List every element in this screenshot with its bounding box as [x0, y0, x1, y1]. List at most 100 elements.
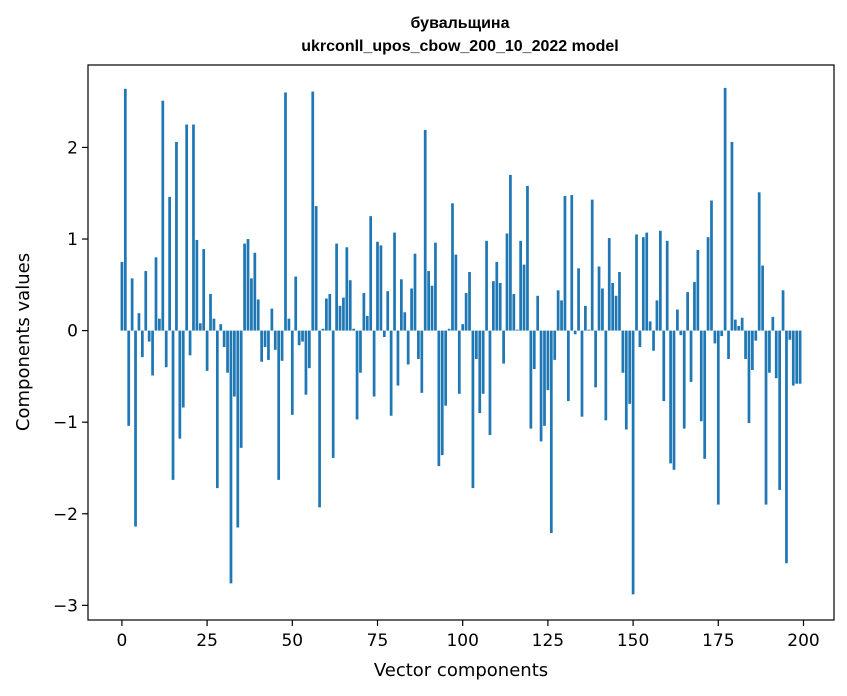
bar: [509, 174, 512, 331]
x-tick-label: 150: [617, 631, 649, 651]
bar: [771, 316, 775, 331]
bar: [430, 285, 434, 331]
bar: [222, 330, 226, 348]
y-tick-label: −2: [53, 505, 78, 525]
bar: [318, 330, 321, 508]
bar: [192, 124, 195, 331]
bar: [546, 330, 550, 391]
bar: [682, 330, 686, 429]
bar: [267, 330, 270, 360]
bar: [403, 312, 407, 331]
bar: [485, 240, 488, 331]
bar: [519, 240, 523, 331]
bar: [137, 313, 141, 331]
bar: [631, 330, 635, 595]
bar-series: [120, 87, 802, 595]
bar: [236, 330, 240, 528]
bar: [233, 330, 236, 397]
bar: [365, 315, 369, 331]
bar: [379, 245, 383, 331]
bar: [277, 330, 281, 480]
bar: [158, 318, 161, 331]
bar: [744, 330, 747, 359]
bar: [342, 297, 345, 331]
bar: [464, 293, 468, 331]
bar: [454, 254, 458, 331]
bar: [655, 300, 659, 331]
bar: [314, 206, 318, 331]
y-axis-label: Components values: [13, 253, 34, 431]
bar: [290, 330, 294, 415]
x-axis-ticks: 0 25 50 75 100 125 150 175 200: [116, 620, 820, 651]
bar: [427, 271, 430, 331]
x-tick-label: 100: [446, 631, 478, 651]
bar: [587, 329, 591, 331]
bar: [566, 330, 570, 402]
chart-title-line1: бувальщина: [411, 15, 510, 32]
bar: [178, 330, 182, 439]
chart-title-line2: ukrconll_upos_cbow_200_10_2022 model: [301, 38, 618, 55]
bar: [611, 282, 615, 331]
bar: [580, 330, 584, 417]
bar: [362, 293, 366, 331]
bar: [440, 330, 444, 456]
bar: [737, 326, 741, 331]
bar: [444, 330, 448, 406]
bar: [410, 288, 413, 331]
bar: [243, 243, 246, 331]
bar: [151, 330, 154, 376]
bar: [130, 278, 134, 331]
bar: [710, 200, 713, 331]
bar: [205, 330, 209, 371]
bar: [624, 330, 628, 430]
bar: [539, 330, 543, 442]
bar: [785, 330, 788, 564]
bar: [127, 330, 131, 426]
bar: [730, 141, 734, 331]
bar: [372, 330, 376, 397]
bar: [389, 330, 393, 416]
bar: [400, 279, 403, 331]
bar: [393, 232, 396, 331]
bar: [219, 324, 223, 331]
bar: [614, 295, 618, 331]
x-tick-label: 200: [787, 631, 819, 651]
bar: [461, 324, 465, 331]
bar: [396, 330, 400, 386]
bar: [584, 305, 587, 331]
bar: [382, 330, 386, 337]
bar: [297, 330, 301, 346]
bar: [604, 330, 608, 421]
bar: [144, 271, 148, 331]
bar: [311, 91, 315, 331]
bar: [543, 330, 546, 426]
bar: [716, 330, 720, 505]
bar: [423, 130, 427, 331]
bar: [778, 330, 782, 490]
bar: [669, 330, 672, 464]
bar: [338, 305, 342, 331]
bar: [406, 330, 410, 365]
bar: [468, 271, 471, 331]
bar: [171, 330, 175, 480]
bar: [451, 203, 454, 331]
bar: [686, 292, 689, 331]
bar: [164, 330, 168, 368]
bar: [723, 87, 727, 331]
bar: [798, 330, 802, 384]
bar: [532, 330, 536, 370]
bar: [662, 330, 666, 402]
bar: [573, 330, 577, 335]
plot-frame: [87, 64, 835, 621]
bar: [284, 92, 287, 331]
bar: [301, 330, 304, 342]
bar: [563, 195, 567, 331]
bar: [161, 100, 165, 331]
bar: [522, 264, 526, 331]
bar: [512, 293, 516, 331]
bar: [645, 232, 649, 331]
bar: [597, 266, 601, 331]
bar: [703, 330, 707, 459]
y-tick-label: 1: [67, 230, 78, 250]
